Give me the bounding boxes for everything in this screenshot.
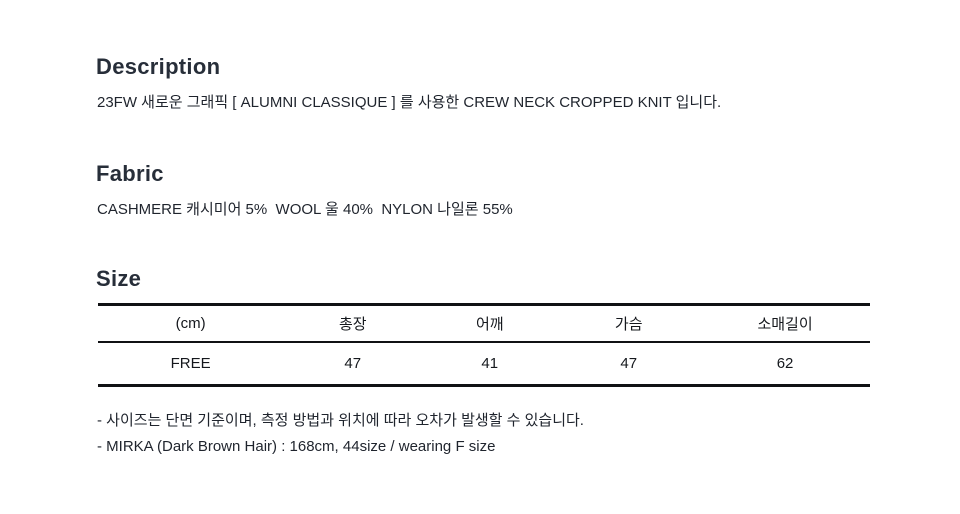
size-table-header-chest: 가슴	[614, 316, 643, 333]
size-cell-chest: 47	[620, 355, 638, 372]
size-table-header-row: (cm) 총장 어깨 가슴 소매길이	[98, 305, 870, 342]
description-text: 23FW 새로운 그래픽 [ ALUMNI CLASSIQUE ] 를 사용한 …	[97, 94, 722, 111]
size-cell-label: FREE	[170, 355, 211, 372]
size-table-row-free: FREE 47 41 47 62	[98, 342, 870, 386]
product-detail-section: Description 23FW 새로운 그래픽 [ ALUMNI CLASSI…	[96, 54, 870, 455]
size-note-disclaimer: - 사이즈는 단면 기준이며, 측정 방법과 위치에 따라 오차가 발생할 수 …	[97, 412, 584, 429]
size-note-model-info: - MIRKA (Dark Brown Hair) : 168cm, 44siz…	[97, 438, 496, 455]
size-table: (cm) 총장 어깨 가슴 소매길이 FREE 47 41 47 62	[98, 303, 870, 387]
size-cell-shoulder: 41	[481, 355, 499, 372]
size-table-header-sleeve: 소매길이	[757, 316, 813, 333]
size-cell-sleeve: 62	[776, 355, 794, 372]
size-table-header-length: 총장	[338, 316, 367, 333]
fabric-text: CASHMERE 캐시미어 5% WOOL 울 40% NYLON 나일론 55…	[97, 201, 513, 218]
size-table-header-unit: (cm)	[175, 315, 206, 332]
fabric-heading: Fabric	[96, 161, 164, 186]
size-table-header-shoulder: 어깨	[475, 316, 504, 333]
description-heading: Description	[96, 54, 221, 79]
size-heading: Size	[96, 266, 142, 291]
size-cell-length: 47	[344, 355, 362, 372]
